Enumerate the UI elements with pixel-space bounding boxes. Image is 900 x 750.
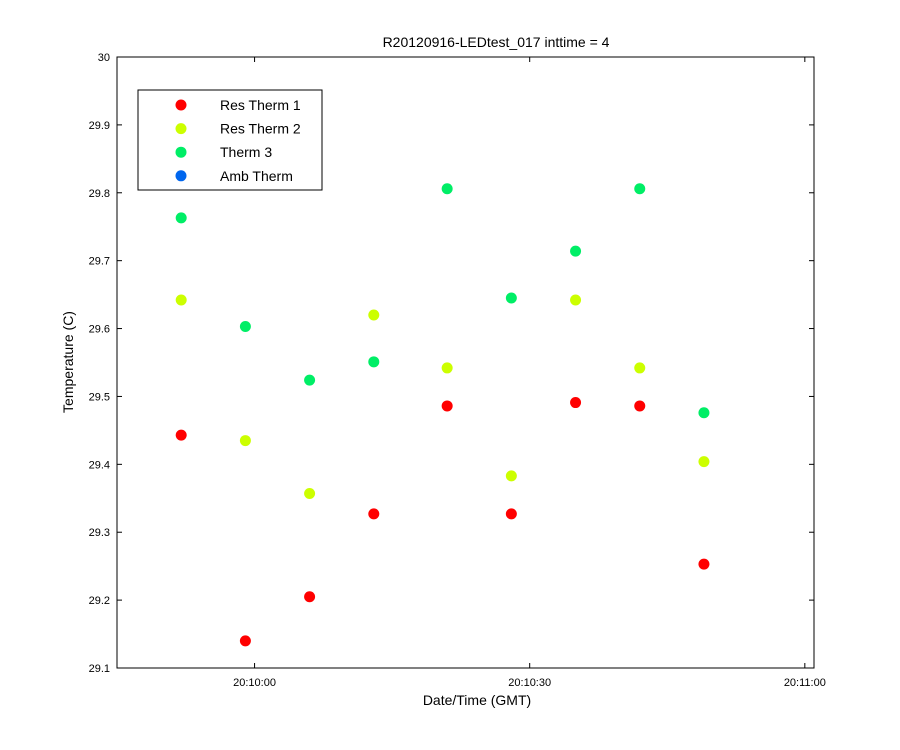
data-point-series-0 xyxy=(698,558,710,570)
legend-marker xyxy=(175,146,187,158)
legend-marker xyxy=(175,99,187,111)
data-point-series-2 xyxy=(505,292,517,304)
data-point-series-0 xyxy=(304,591,316,603)
legend-marker xyxy=(175,123,187,135)
data-point-series-1 xyxy=(239,435,251,447)
legend-marker xyxy=(175,170,187,182)
y-tick-label: 29.5 xyxy=(89,391,110,403)
legend-box xyxy=(137,89,323,191)
data-point-series-2 xyxy=(441,183,453,195)
y-tick-label: 29.8 xyxy=(89,188,110,200)
data-point-series-2 xyxy=(570,245,582,257)
legend-label: Amb Therm xyxy=(220,168,293,184)
legend: Res Therm 1 Res Therm 2 Therm 3 Amb Therm xyxy=(137,89,323,191)
y-axis-label: Temperature (C) xyxy=(60,311,76,413)
data-point-series-1 xyxy=(441,362,453,374)
data-point-series-0 xyxy=(505,508,517,520)
legend-label: Res Therm 1 xyxy=(220,97,301,113)
data-point-series-1 xyxy=(634,362,646,374)
y-tick-label: 29.6 xyxy=(89,324,110,336)
x-tick-label: 20:10:00 xyxy=(233,677,276,689)
data-point-series-0 xyxy=(441,400,453,412)
x-tick-label: 20:10:30 xyxy=(508,677,551,689)
data-point-series-1 xyxy=(698,456,710,468)
data-point-series-2 xyxy=(368,356,380,368)
y-axis: 29.1 29.2 29.3 29.4 29.5 29.6 29.7 29.8 29.9 30 xyxy=(89,52,814,675)
x-axis-label: Date/Time (GMT) xyxy=(423,692,531,708)
y-tick-label: 29.1 xyxy=(89,663,110,675)
data-point-series-0 xyxy=(570,397,582,409)
data-point-series-2 xyxy=(239,321,251,333)
data-point-series-1 xyxy=(175,294,187,306)
data-point-series-0 xyxy=(175,429,187,441)
x-axis: 20:10:00 20:10:30 20:11:00 xyxy=(233,57,826,689)
data-point-series-2 xyxy=(634,183,646,195)
y-tick-label: 30 xyxy=(98,52,110,64)
data-point-series-0 xyxy=(239,635,251,647)
chart-title: R20120916-LEDtest_017 inttime = 4 xyxy=(383,34,610,50)
y-tick-label: 29.9 xyxy=(89,120,110,132)
x-tick-label: 20:11:00 xyxy=(784,677,826,689)
data-point-series-1 xyxy=(505,470,517,482)
y-tick-label: 29.3 xyxy=(89,527,110,539)
legend-label: Therm 3 xyxy=(220,144,272,160)
data-point-series-0 xyxy=(368,508,380,520)
data-point-series-1 xyxy=(304,488,316,500)
y-tick-label: 29.4 xyxy=(89,459,110,471)
data-markers xyxy=(175,183,710,647)
data-point-series-2 xyxy=(175,212,187,224)
y-tick-label: 29.2 xyxy=(89,595,110,607)
data-point-series-2 xyxy=(304,374,316,386)
legend-label: Res Therm 2 xyxy=(220,121,301,137)
y-tick-label: 29.7 xyxy=(89,256,110,268)
data-point-series-0 xyxy=(634,400,646,412)
data-point-series-1 xyxy=(570,294,582,306)
data-point-series-1 xyxy=(368,309,380,321)
data-point-series-2 xyxy=(698,407,710,419)
